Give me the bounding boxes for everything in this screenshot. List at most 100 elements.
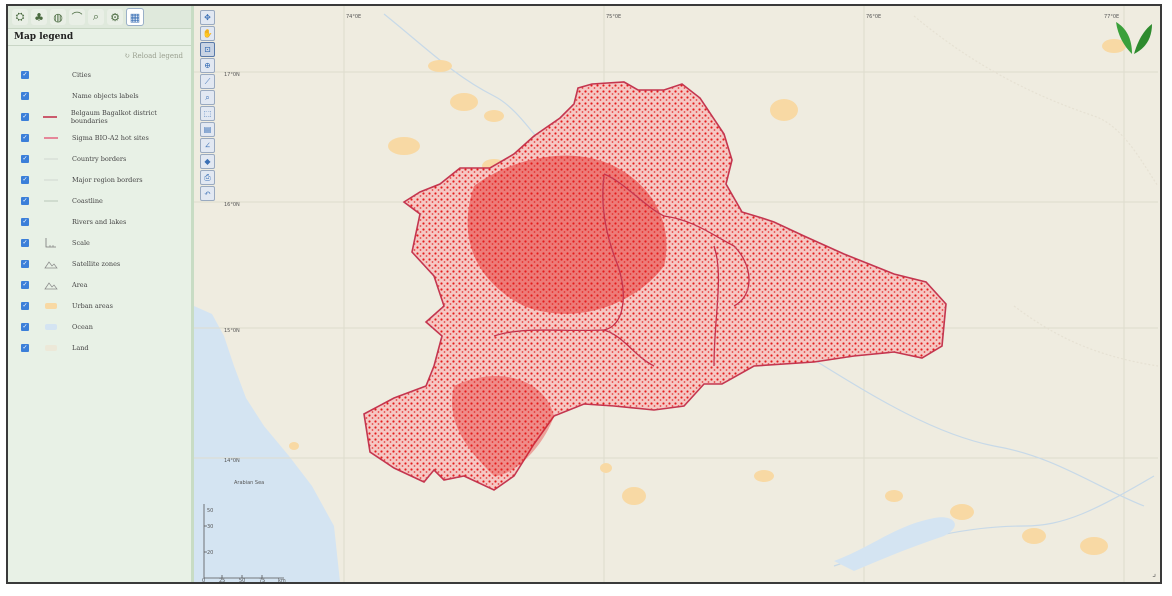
grid-label-top: 74°0E [346,14,361,20]
legend-item: ✓ Sigma BIO-A2 hot sites [8,127,191,148]
legend-item-label: Sigma BIO-A2 hot sites [72,133,149,142]
mountain-symbol [40,259,62,269]
legend-checkbox[interactable]: ✓ [21,112,29,121]
legend-checkbox[interactable]: ✓ [21,259,29,268]
legend-checkbox[interactable]: ✓ [21,154,29,163]
legend-item-label: Satellite zones [72,259,121,268]
app-window: ⛭ ♣ ◍ ⌒ ⌕ ⚙ ▦ Map legend ↻ Reload legend… [6,4,1162,584]
grid-label-left: 16°0N [224,202,240,208]
legend-checkbox[interactable]: ✓ [21,217,29,226]
legend-item: ✓ Rivers and lakes [8,211,191,232]
marker-icon[interactable]: ◆ [200,154,215,169]
grid-label-top: 75°0E [606,14,621,20]
legend-checkbox[interactable]: ✓ [21,280,29,289]
grid-label-top: 77°0E [1104,14,1119,20]
lake [834,517,955,571]
gear-icon[interactable]: ⚙ [107,9,123,25]
legend-item-label: Urban areas [72,301,113,310]
light-line-symbol [40,157,62,161]
line-tool-icon[interactable]: ∠ [200,138,215,153]
layers-icon[interactable]: ⛭ [12,9,28,25]
scale-tick: 75 [259,578,265,582]
grid-label-top: 76°0E [866,14,881,20]
reload-legend-link[interactable]: ↻ Reload legend [124,52,183,60]
search-icon[interactable]: ⌕ [88,9,104,25]
database-icon[interactable]: ◍ [50,9,66,25]
map-toolbar: ✥ ✋ ⊡ ⊕ ⟋ ⌕ ⬚ ▤ ∠ ◆ ⎙ ↶ [200,10,215,201]
ocean-swatch [40,323,62,331]
legend-checkbox[interactable]: ✓ [21,238,29,247]
legend-checkbox[interactable]: ✓ [21,175,29,184]
page-icon[interactable]: ▤ [200,122,215,137]
print-icon[interactable]: ⎙ [200,170,215,185]
legend-checkbox[interactable]: ✓ [21,301,29,310]
legend-item: ✓ Ocean [8,316,191,337]
map-view[interactable]: 74°0E 75°0E 76°0E 77°0E 17°0N 16°0N 15°0… [194,6,1160,582]
pan-arrows-icon[interactable]: ✥ [200,10,215,25]
grid-label-left: 17°0N [224,72,240,78]
light-line-symbol [40,199,62,203]
scale-tick: km [278,578,286,582]
grid-label-left: 14°0N [224,458,240,464]
pink-line-symbol [40,136,62,140]
legend-list: ✓ Cities ✓ Name objects labels ✓ Belgaum Ba… [8,64,191,358]
light-line-symbol [40,178,62,182]
legend-checkbox[interactable]: ✓ [21,343,29,352]
legend-item: ✓ Satellite zones [8,253,191,274]
grid-label-left: 15°0N [224,328,240,334]
legend-item: ✓ Belgaum Bagalkot district boundaries [8,106,191,127]
zoom-box-icon[interactable]: ⊡ [200,42,215,57]
legend-item-label: Belgaum Bagalkot district boundaries [70,108,157,125]
land-swatch [40,344,62,352]
legend-item: ✓ Land [8,337,191,358]
legend-item-label: Coastline [72,196,103,205]
legend-item-label: Area [72,280,88,289]
select-icon[interactable]: ⬚ [200,106,215,121]
legend-checkbox[interactable]: ✓ [21,133,29,142]
undo-icon[interactable]: ↶ [200,186,215,201]
legend-checkbox[interactable]: ✓ [21,91,29,100]
map-canvas[interactable]: 74°0E 75°0E 76°0E 77°0E 17°0N 16°0N 15°0… [194,6,1158,582]
scale-symbol [40,237,62,249]
scale-tick-vertical: 50 [207,508,213,514]
district-region [363,81,947,491]
legend-item: ✓ Country borders [8,148,191,169]
dense-core [467,155,667,314]
legend-checkbox[interactable]: ✓ [21,70,29,79]
scale-tick-vertical: 20 [207,550,213,556]
legend-icon[interactable]: ▦ [126,8,144,26]
mountain-symbol [40,280,62,290]
legend-item: ✓ Coastline [8,190,191,211]
legend-item-label: Land [72,343,89,352]
dense-south [452,376,554,476]
legend-item: ✓ Cities [8,64,191,85]
legend-checkbox[interactable]: ✓ [21,196,29,205]
tree-icon[interactable]: ♣ [31,9,47,25]
region-borders [913,15,1158,367]
zoom-in-icon[interactable]: ⊕ [200,58,215,73]
panel-title: Map legend [8,29,191,46]
place-label: Arabian Sea [234,480,264,486]
sidebar: ⛭ ♣ ◍ ⌒ ⌕ ⚙ ▦ Map legend ↻ Reload legend… [8,6,194,582]
hand-icon[interactable]: ✋ [200,26,215,41]
legend-item-label: Major region borders [72,175,143,184]
magnify-icon[interactable]: ⌕ [200,90,215,105]
ocean-area [194,306,340,582]
scale-bar [203,504,284,579]
legend-item-label: Name objects labels [72,91,139,100]
scale-tick-vertical: 30 [207,524,213,530]
sidebar-tabbar: ⛭ ♣ ◍ ⌒ ⌕ ⚙ ▦ [8,6,191,29]
legend-item: ✓ Name objects labels [8,85,191,106]
measure-icon[interactable]: ⌒ [69,9,85,25]
legend-checkbox[interactable]: ✓ [21,322,29,331]
legend-item: ✓ Urban areas [8,295,191,316]
expand-corner-icon[interactable]: ⌟ [1152,569,1156,578]
scale-tick: 25 [219,578,225,582]
ruler-icon[interactable]: ⟋ [200,74,215,89]
district-boundaries [493,173,750,367]
scale-tick: 0 [202,578,205,582]
scale-tick: 50 [239,578,245,582]
legend-item-label: Cities [72,70,91,79]
graticule [194,6,1158,582]
legend-item-label: Scale [72,238,90,247]
